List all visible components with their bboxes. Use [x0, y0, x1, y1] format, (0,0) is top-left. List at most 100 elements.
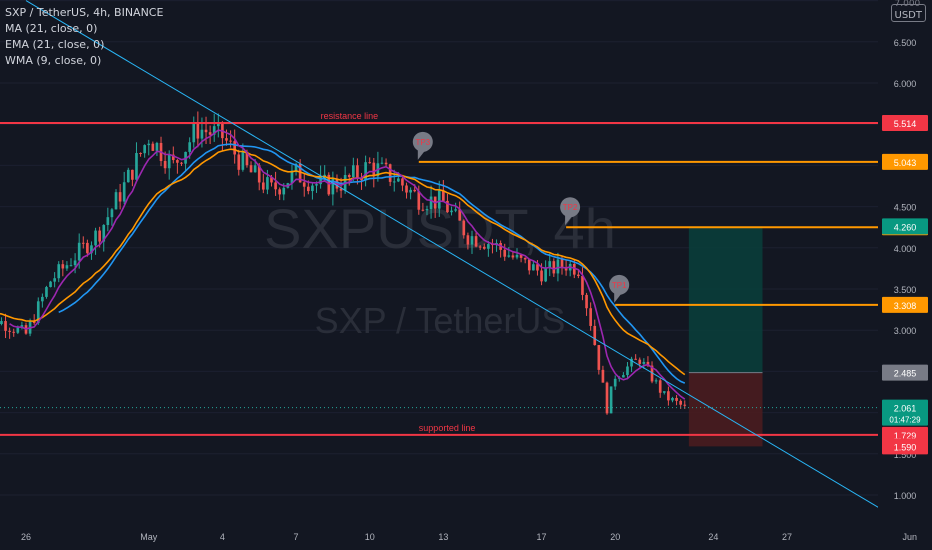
position-price-tag: 2.485 — [894, 369, 917, 379]
candle-body — [147, 143, 151, 146]
callout-label: TP3 — [415, 138, 430, 147]
candle-body — [163, 160, 167, 169]
price-tick-label: 3.000 — [894, 326, 917, 336]
tp-callouts[interactable]: TP3 TP2 TP1 — [412, 131, 630, 303]
candle-body — [507, 255, 511, 257]
candle-body — [384, 162, 388, 165]
price-tick-label: 1.000 — [894, 491, 917, 501]
level-price-tag: 5.514 — [894, 119, 917, 129]
candle-body — [458, 209, 462, 221]
candle-body — [462, 220, 466, 236]
candle-body — [429, 196, 433, 210]
candle-body — [405, 185, 408, 193]
candle-body — [470, 236, 474, 245]
candle-body — [560, 259, 564, 268]
candle-body — [237, 154, 241, 170]
annotation-label: supported line — [419, 423, 476, 433]
candle-body — [270, 177, 273, 183]
candle-body — [671, 397, 674, 401]
candle-body — [0, 321, 3, 324]
time-axis-bg — [0, 525, 932, 550]
candle-body — [585, 294, 588, 309]
legend-ema[interactable]: EMA (21, close, 0) — [5, 38, 105, 51]
candle-body — [556, 259, 560, 274]
candle-body — [654, 380, 658, 382]
candle-body — [339, 188, 343, 191]
time-tick-label: 17 — [537, 532, 547, 542]
candle-body — [192, 123, 196, 143]
candle-body — [417, 191, 421, 210]
candle-body — [315, 184, 318, 186]
long-position-tool[interactable] — [688, 226, 763, 447]
candle-body — [364, 162, 367, 181]
candle-body — [196, 123, 200, 139]
candle-body — [4, 321, 7, 331]
time-axis[interactable]: 26May47101317202427Jun4 — [0, 525, 932, 550]
candle-body — [540, 270, 543, 282]
candle-body — [32, 321, 36, 324]
candle-body — [257, 165, 261, 183]
candle-body — [167, 154, 171, 169]
ma-line-ma — [58, 143, 686, 384]
last-price-tag: 2.061 — [894, 404, 917, 414]
candle-body — [122, 182, 126, 202]
candle-body — [245, 151, 249, 166]
candle-body — [180, 162, 183, 164]
candle-body — [274, 182, 277, 190]
candle-body — [482, 246, 486, 249]
currency-button[interactable]: 7.000 USDT — [890, 0, 926, 22]
candle-body — [413, 189, 417, 192]
candle-body — [642, 361, 646, 364]
annotation-label: resistance line — [321, 111, 379, 121]
candle-body — [221, 122, 224, 139]
price-axis[interactable]: 1.0001.5002.0002.5003.0003.5004.0004.500… — [878, 0, 932, 550]
candle-body — [57, 264, 61, 279]
candle-body — [266, 177, 269, 190]
candle-body — [634, 358, 637, 360]
candle-body — [593, 325, 597, 346]
position-price-tag-bg — [882, 364, 928, 381]
candle-body — [662, 391, 666, 393]
countdown-tag: 01:47:29 — [889, 416, 921, 425]
chart-legend: SXP / TetherUS, 4h, BINANCE MA (21, clos… — [5, 5, 163, 69]
watermark-name: SXP / TetherUS — [315, 300, 566, 341]
candle-body — [626, 366, 629, 376]
candle-body — [69, 265, 73, 267]
chart-grid — [0, 0, 878, 496]
horizontal-levels[interactable]: resistance line supported line — [0, 111, 878, 436]
candle-body — [36, 301, 40, 324]
candle-body — [12, 331, 16, 333]
ma-line-wma — [9, 129, 686, 400]
legend-wma[interactable]: WMA (9, close, 0) — [5, 54, 102, 67]
callout-label: TP1 — [612, 281, 627, 290]
candle-body — [515, 254, 519, 258]
candle-body — [102, 225, 106, 242]
time-tick-label: 27 — [782, 532, 792, 542]
legend-ma[interactable]: MA (21, close, 0) — [5, 22, 98, 35]
candle-body — [474, 236, 478, 247]
position-price-tag-bg — [882, 438, 928, 455]
trendline[interactable] — [25, 0, 886, 512]
candle-body — [126, 169, 130, 183]
candle-body — [532, 264, 535, 271]
legend-symbol[interactable]: SXP / TetherUS, 4h, BINANCE — [5, 6, 164, 19]
candle-body — [667, 391, 670, 401]
callout-bubble — [412, 131, 433, 152]
candle-body — [77, 242, 81, 261]
callout-tail — [417, 149, 425, 160]
candle-body — [511, 255, 515, 258]
position-price-tag: 4.260 — [894, 222, 917, 232]
candle-body — [446, 200, 449, 213]
level-price-tag: 5.043 — [894, 158, 917, 168]
candle-body — [233, 141, 237, 155]
candles — [0, 111, 687, 415]
price-axis-bg — [878, 0, 932, 550]
callout-bubble — [560, 197, 581, 218]
price-tick-label: 6.000 — [894, 79, 917, 89]
time-tick-label: 20 — [610, 532, 620, 542]
price-tick-label: 6.500 — [894, 38, 917, 48]
candle-body — [241, 151, 245, 170]
currency-label: USDT — [894, 10, 922, 21]
candle-body — [352, 165, 355, 178]
